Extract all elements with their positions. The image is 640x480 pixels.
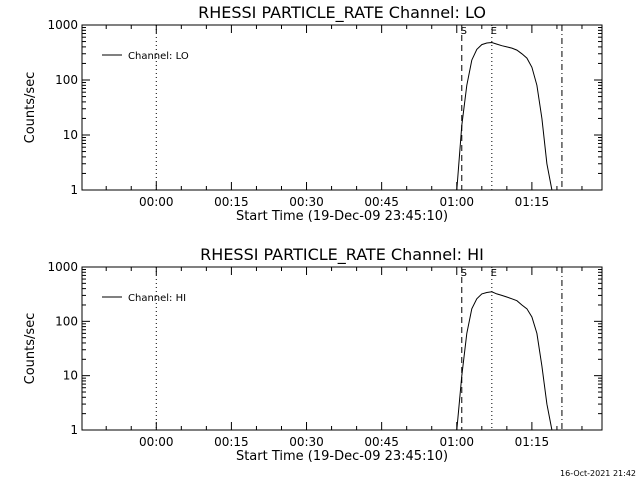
y-tick-label: 100 bbox=[55, 73, 78, 87]
legend: Channel: HI bbox=[102, 293, 186, 304]
y-tick-label: 10 bbox=[63, 369, 78, 383]
x-tick-label: 01:15 bbox=[515, 195, 550, 209]
plot-frame bbox=[81, 266, 603, 431]
event-marker-label: E bbox=[491, 26, 497, 37]
chart-panel-1: RHESSI PARTICLE_RATE Channel: LO 1 10 100 10… bbox=[23, 3, 603, 224]
x-tick-label: 00:00 bbox=[139, 435, 174, 449]
y-tick-label: 1 bbox=[70, 423, 78, 437]
x-tick-label: 00:15 bbox=[214, 195, 249, 209]
legend-label: Channel: LO bbox=[128, 51, 189, 62]
x-tick-label: 00:30 bbox=[289, 435, 324, 449]
event-marker-label: E bbox=[491, 268, 497, 279]
x-tick-label: 00:45 bbox=[364, 195, 399, 209]
x-tick-label: 01:00 bbox=[439, 195, 474, 209]
chart-panel-2: RHESSI PARTICLE_RATE Channel: HI 1 10 100 10… bbox=[23, 245, 603, 464]
x-tick-label: 00:15 bbox=[214, 435, 249, 449]
y-tick-label: 1000 bbox=[47, 18, 78, 32]
x-tick-label: 00:30 bbox=[289, 195, 324, 209]
series-line bbox=[456, 291, 553, 431]
x-axis-label: Start Time (19-Dec-09 23:45:10) bbox=[236, 449, 448, 464]
x-tick-label: 00:45 bbox=[364, 435, 399, 449]
y-axis-label: Counts/sec bbox=[23, 72, 38, 144]
x-axis-label: Start Time (19-Dec-09 23:45:10) bbox=[236, 209, 448, 224]
series-line bbox=[456, 41, 553, 191]
y-tick-label: 1 bbox=[70, 183, 78, 197]
legend-label: Channel: HI bbox=[128, 293, 186, 304]
y-tick-label: 10 bbox=[63, 128, 78, 142]
y-axis-label: Counts/sec bbox=[23, 313, 38, 385]
plot-frame bbox=[81, 24, 603, 191]
chart-title: RHESSI PARTICLE_RATE Channel: HI bbox=[200, 245, 484, 265]
chart-title: RHESSI PARTICLE_RATE Channel: LO bbox=[198, 3, 486, 23]
event-marker-label: S bbox=[461, 26, 467, 37]
footer-timestamp: 16-Oct-2021 21:42 bbox=[560, 469, 636, 478]
x-tick-label: 01:00 bbox=[439, 435, 474, 449]
x-tick-label: 00:00 bbox=[139, 195, 174, 209]
y-tick-label: 100 bbox=[55, 314, 78, 328]
event-marker-label: S bbox=[461, 268, 467, 279]
legend: Channel: LO bbox=[102, 51, 189, 62]
x-tick-label: 01:15 bbox=[515, 435, 550, 449]
y-tick-label: 1000 bbox=[47, 260, 78, 274]
